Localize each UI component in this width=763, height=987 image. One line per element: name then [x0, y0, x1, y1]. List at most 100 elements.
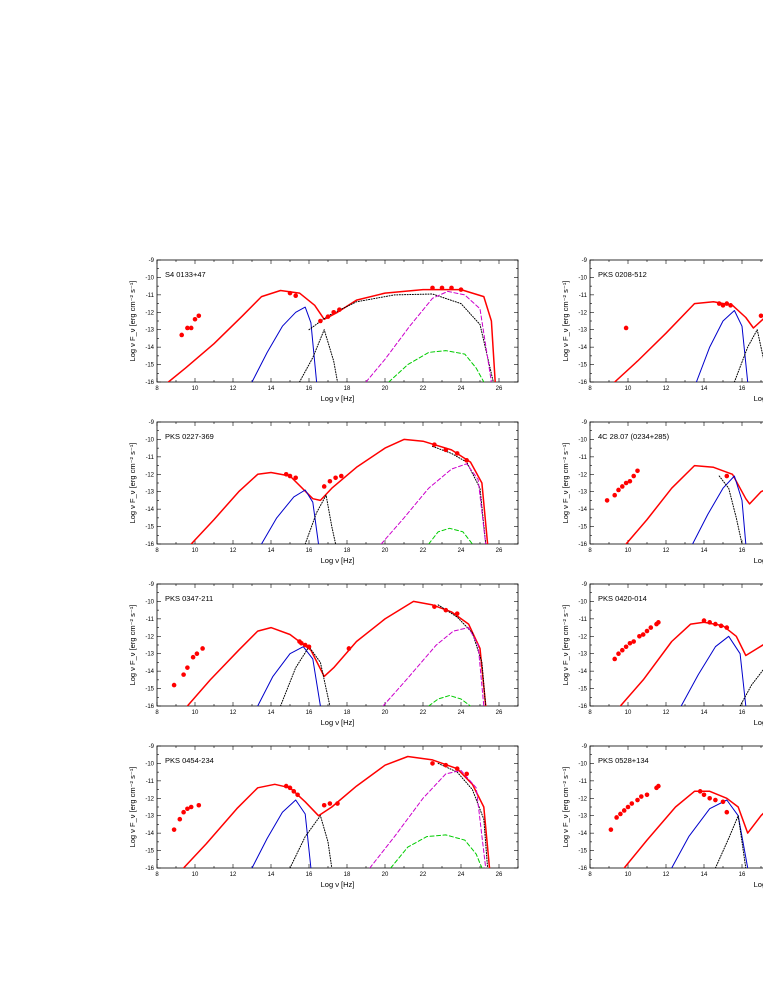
x-axis-label: Log ν [Hz] — [754, 394, 763, 403]
panel-title: PKS 0528+134 — [598, 756, 649, 765]
sed-panel: 8 10 12 14 16 -16 -15 -14 -13 -12 -11 -10 -9 Log ν [H… — [561, 258, 763, 403]
model-curve-ssc — [428, 695, 471, 706]
data-point — [335, 801, 340, 806]
model-curve-disk-corona — [739, 669, 763, 706]
x-tick-label: 10 — [625, 710, 632, 716]
x-tick-label: 16 — [739, 548, 746, 554]
x-tick-label: 18 — [344, 872, 351, 878]
model-curve-synchrotron — [251, 799, 312, 868]
data-point — [724, 473, 730, 479]
y-tick-label: -12 — [145, 310, 154, 316]
x-tick-label: 22 — [420, 386, 427, 392]
y-tick-label: -16 — [578, 542, 587, 548]
y-tick-label: -16 — [145, 542, 154, 548]
data-point — [200, 646, 205, 651]
data-point — [621, 808, 627, 813]
data-point — [188, 804, 194, 810]
y-tick-label: -11 — [579, 617, 588, 623]
data-point — [616, 487, 621, 493]
data-point — [293, 293, 299, 299]
x-tick-label: 18 — [344, 386, 351, 392]
data-point — [302, 642, 308, 648]
y-tick-label: -15 — [145, 849, 154, 855]
data-point — [720, 799, 726, 805]
data-point — [724, 809, 730, 815]
y-tick-label: -16 — [145, 704, 154, 710]
data-point — [194, 651, 200, 657]
data-point — [299, 640, 304, 646]
y-tick-label: -11 — [146, 779, 155, 785]
x-tick-label: 10 — [192, 548, 199, 554]
x-tick-label: 14 — [268, 548, 275, 554]
sed-panel: 8 10 12 14 16 18 20 22 24 26 -16 -15 -14 -13 -12 -11 -10… — [128, 258, 519, 403]
y-axis-label: Log ν F_ν [erg cm⁻² s⁻¹] — [561, 767, 570, 848]
data-point — [713, 797, 718, 803]
sed-panel: 8 10 12 14 16 -16 -15 -14 -13 -12 -11 -10 -9 Log ν [H… — [561, 582, 763, 727]
x-tick-label: 14 — [701, 548, 708, 554]
y-tick-label: -9 — [149, 258, 155, 264]
x-tick-label: 10 — [625, 548, 632, 554]
data-point — [697, 789, 703, 794]
y-axis-label: Log ν F_ν [erg cm⁻² s⁻¹] — [128, 605, 137, 686]
y-tick-label: -9 — [582, 258, 588, 264]
y-tick-label: -15 — [145, 525, 154, 531]
x-tick-label: 20 — [382, 872, 389, 878]
data-point — [188, 325, 194, 331]
y-tick-label: -15 — [578, 849, 587, 855]
model-curve-disk-corona — [280, 646, 331, 706]
panel-title: S4 0133+47 — [165, 270, 206, 279]
data-point — [283, 783, 289, 789]
data-point — [293, 475, 299, 481]
y-tick-label: -11 — [579, 455, 588, 461]
y-tick-label: -14 — [578, 669, 587, 675]
data-point — [430, 285, 435, 291]
data-point — [443, 762, 449, 768]
panel-title: PKS 0347-211 — [165, 594, 213, 603]
y-tick-label: -16 — [145, 380, 154, 386]
y-tick-label: -12 — [578, 796, 587, 802]
x-tick-label: 14 — [268, 710, 275, 716]
model-curve-synchrotron — [671, 799, 749, 868]
panel-title: PKS 0420-014 — [598, 594, 647, 603]
data-point — [640, 632, 646, 637]
y-tick-label: -14 — [145, 345, 154, 351]
panel-title: 4C 28.07 (0234+285) — [598, 432, 670, 441]
x-axis-label: Log ν [Hz] — [321, 394, 355, 403]
data-point — [346, 646, 352, 651]
data-point — [432, 442, 437, 447]
data-point — [325, 314, 331, 319]
data-point — [724, 301, 730, 306]
model-curve-disk-corona-ec — [437, 762, 489, 868]
x-tick-label: 20 — [382, 710, 389, 716]
x-axis-label: Log ν [Hz] — [321, 556, 355, 565]
x-tick-label: 8 — [155, 548, 159, 554]
y-tick-label: -10 — [145, 599, 154, 605]
model-curve-total — [623, 790, 763, 868]
y-tick-label: -10 — [145, 437, 154, 443]
y-axis-label: Log ν F_ν [erg cm⁻² s⁻¹] — [561, 281, 570, 362]
y-tick-label: -9 — [582, 744, 588, 750]
data-point — [333, 475, 338, 481]
data-point — [443, 447, 449, 453]
y-tick-label: -15 — [578, 363, 587, 369]
data-point — [618, 811, 623, 817]
data-point — [295, 792, 300, 798]
data-point — [190, 654, 196, 660]
sed-panel: 8 10 12 14 16 -16 -15 -14 -13 -12 -11 -10 -9 Log ν [H… — [561, 420, 763, 565]
model-curve-inverse-compton — [380, 463, 487, 544]
data-point — [439, 285, 445, 291]
data-point — [639, 794, 644, 799]
y-tick-label: -10 — [578, 599, 587, 605]
x-tick-label: 20 — [382, 386, 389, 392]
y-tick-label: -16 — [145, 866, 154, 872]
data-point — [614, 815, 619, 820]
x-tick-label: 10 — [625, 386, 632, 392]
data-point — [185, 325, 190, 331]
data-point — [185, 806, 190, 812]
x-tick-label: 8 — [155, 710, 159, 716]
y-tick-label: -14 — [145, 507, 154, 513]
x-axis-label: Log ν [Hz] — [754, 880, 763, 889]
data-point — [464, 458, 470, 463]
model-curve-total — [625, 464, 763, 544]
data-point — [623, 644, 629, 650]
